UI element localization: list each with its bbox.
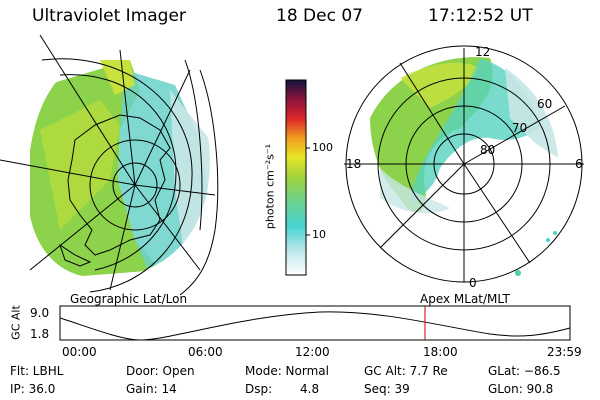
filter-value: Flt: LBHL — [10, 364, 64, 378]
apex-projection-label: Apex MLat/MLT — [420, 292, 510, 306]
orbit-xtick-4: 23:59 — [547, 345, 582, 359]
geographic-projection-label: Geographic Lat/Lon — [70, 292, 188, 306]
orbit-xtick-1: 06:00 — [188, 345, 223, 359]
glat-value: GLat: −86.5 — [488, 364, 561, 378]
glon-value: GLon: 90.8 — [488, 382, 554, 396]
polar-aurora-plot — [344, 45, 584, 283]
mlt-dusk-label: 18 — [346, 157, 362, 171]
colorbar-tick-10: 10 — [312, 228, 326, 241]
date-label: 18 Dec 07 — [276, 6, 363, 26]
orbit-ylabel: GC Alt — [9, 305, 23, 340]
colorbar-tick-100: 100 — [312, 141, 333, 154]
colorbar — [285, 79, 310, 276]
dsp-label: Dsp: — [245, 382, 273, 396]
mlt-dawn-label: 6 — [575, 157, 583, 171]
seq-value: Seq: 39 — [364, 382, 410, 396]
mlt-noon-label: 12 — [475, 45, 491, 59]
mlat-label-60: 60 — [537, 97, 553, 111]
geographic-aurora-image — [0, 34, 219, 296]
gain-value: Gain: 14 — [126, 382, 177, 396]
orbit-xtick-2: 12:00 — [295, 345, 330, 359]
dsp-value: 4.8 — [300, 382, 320, 396]
mlat-label-70: 70 — [512, 121, 528, 135]
orbit-xtick-0: 00:00 — [62, 345, 97, 359]
orbit-ytick-low: 1.8 — [30, 327, 50, 341]
mlt-midnight-label: 0 — [469, 276, 477, 290]
time-label: 17:12:52 UT — [428, 6, 533, 26]
app-title: Ultraviolet Imager — [32, 6, 186, 26]
orbit-ytick-high: 9.0 — [30, 306, 50, 320]
orbit-xtick-3: 18:00 — [423, 345, 458, 359]
colorbar-unit-label: photon cm⁻²s⁻¹ — [263, 143, 277, 230]
mlat-label-80: 80 — [480, 143, 496, 157]
ip-value: IP: 36.0 — [10, 382, 56, 396]
door-status: Door: Open — [126, 364, 195, 378]
orbit-altitude-plot — [59, 305, 571, 341]
gc-alt-value: GC Alt: 7.7 Re — [364, 364, 448, 378]
mode-value: Mode: Normal — [245, 364, 329, 378]
